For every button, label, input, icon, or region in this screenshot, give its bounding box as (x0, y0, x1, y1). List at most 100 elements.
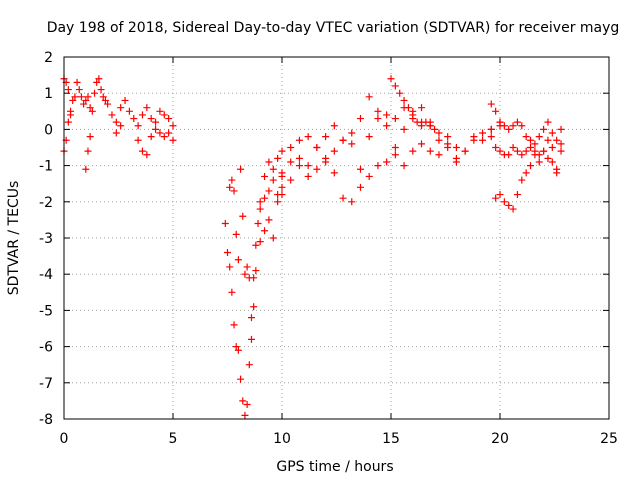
data-point (243, 401, 251, 409)
data-point (548, 129, 556, 137)
data-point (95, 75, 103, 83)
data-point (356, 115, 364, 123)
data-point (269, 176, 277, 184)
data-point (73, 78, 81, 86)
data-point (348, 129, 356, 137)
data-point (540, 147, 548, 155)
data-point (160, 133, 168, 141)
x-tick-label: 0 (60, 431, 69, 447)
data-point (409, 115, 417, 123)
data-point (287, 176, 295, 184)
data-point (295, 154, 303, 162)
data-point (330, 147, 338, 155)
data-point (522, 147, 530, 155)
data-point (444, 133, 452, 141)
y-tick-label: -3 (39, 231, 53, 247)
data-point (322, 158, 330, 166)
data-point (64, 86, 72, 94)
data-point (479, 136, 487, 144)
data-point (304, 133, 312, 141)
data-point (313, 144, 321, 151)
data-point (93, 78, 101, 86)
data-point (241, 270, 249, 278)
data-point (239, 212, 247, 220)
data-point (313, 165, 321, 173)
series-dip-b (226, 165, 286, 343)
data-point (522, 169, 530, 177)
data-point (413, 118, 421, 126)
y-tick-label: -5 (39, 303, 53, 319)
data-point (232, 230, 240, 238)
data-point (265, 158, 273, 166)
data-point (256, 198, 264, 206)
data-point (108, 111, 116, 119)
data-point (138, 147, 146, 155)
data-point (243, 263, 251, 271)
grid (64, 57, 609, 419)
data-point (513, 147, 521, 155)
data-point (505, 125, 513, 133)
data-point (241, 411, 249, 419)
data-point (86, 133, 94, 141)
data-point (418, 104, 426, 112)
data-point (165, 129, 173, 137)
data-point (121, 96, 129, 104)
series-late-middle (487, 133, 565, 177)
data-point (492, 144, 500, 151)
data-point (548, 158, 556, 166)
data-point (527, 162, 535, 170)
data-point (535, 158, 543, 166)
data-point (404, 104, 412, 112)
data-point (444, 144, 452, 151)
data-point (374, 107, 382, 115)
data-point (426, 122, 434, 130)
data-point (365, 93, 373, 101)
data-point (130, 115, 138, 123)
data-point (147, 115, 155, 123)
data-point (426, 147, 434, 155)
data-point (418, 122, 426, 130)
data-point (156, 129, 164, 137)
data-point (64, 118, 72, 126)
data-point (134, 122, 142, 130)
data-point (374, 115, 382, 123)
data-point (169, 136, 177, 144)
data-point (112, 118, 120, 126)
data-point (553, 169, 561, 177)
data-point (84, 147, 92, 155)
data-point (535, 151, 543, 159)
data-point (527, 136, 535, 144)
data-point (278, 191, 286, 199)
y-tick-label: -4 (39, 267, 53, 283)
data-point (348, 140, 356, 148)
data-point (287, 144, 295, 151)
data-point (265, 187, 273, 195)
data-point (261, 172, 269, 180)
data-point (383, 111, 391, 119)
data-point (247, 314, 255, 322)
data-point (553, 136, 561, 144)
data-point (278, 183, 286, 191)
data-point (226, 263, 234, 271)
data-point (540, 125, 548, 133)
data-point (86, 104, 94, 112)
data-point (531, 140, 539, 148)
x-axis-label: GPS time / hours (276, 459, 393, 475)
data-point (470, 136, 478, 144)
data-point (287, 158, 295, 166)
data-point (304, 162, 312, 170)
data-point (509, 144, 517, 151)
data-point (84, 93, 92, 101)
data-point (67, 111, 75, 119)
data-point (228, 176, 236, 184)
chart-title: Day 198 of 2018, Sidereal Day-to-day VTE… (47, 20, 620, 36)
data-point (531, 147, 539, 155)
data-point (252, 241, 260, 249)
data-point (505, 151, 513, 159)
data-point (356, 165, 364, 173)
data-point (224, 248, 231, 256)
data-point (234, 256, 242, 264)
data-point (500, 122, 508, 130)
